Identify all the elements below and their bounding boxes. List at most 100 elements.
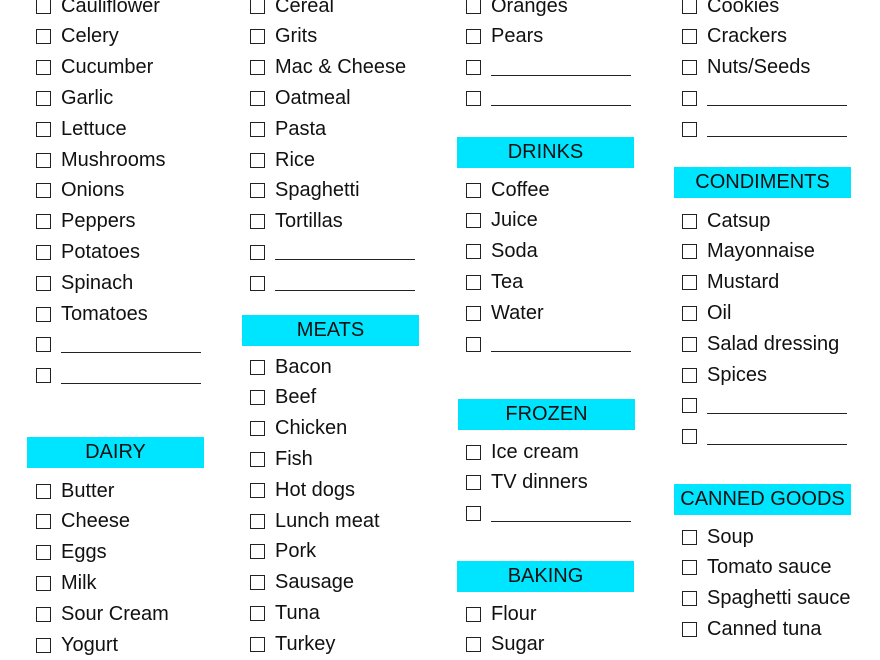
checklist-item: Oatmeal	[250, 83, 351, 113]
checkbox[interactable]	[466, 60, 481, 76]
checkbox[interactable]	[466, 444, 481, 460]
checkbox[interactable]	[682, 560, 697, 576]
item-label: Mayonnaise	[707, 240, 815, 263]
checkbox[interactable]	[36, 0, 51, 14]
checkbox[interactable]	[36, 637, 51, 653]
checkbox[interactable]	[36, 214, 51, 230]
checkbox[interactable]	[250, 90, 265, 106]
checkbox[interactable]	[250, 60, 265, 76]
checkbox[interactable]	[250, 121, 265, 137]
blank-line	[491, 74, 631, 76]
item-label: Cheese	[61, 510, 130, 533]
checkbox[interactable]	[466, 637, 481, 653]
checkbox[interactable]	[250, 29, 265, 45]
checkbox[interactable]	[466, 29, 481, 45]
checkbox[interactable]	[466, 606, 481, 622]
item-label: Potatoes	[61, 240, 140, 263]
checklist-item: Hot dogs	[250, 475, 355, 505]
section-header: FROZEN	[458, 399, 635, 430]
checkbox[interactable]	[682, 621, 697, 637]
checkbox[interactable]	[466, 244, 481, 260]
blank-line	[491, 104, 631, 107]
checkbox[interactable]	[466, 475, 481, 491]
checkbox[interactable]	[682, 60, 697, 76]
checkbox[interactable]	[682, 29, 697, 45]
checkbox[interactable]	[250, 275, 265, 291]
checkbox[interactable]	[250, 183, 265, 199]
checkbox[interactable]	[682, 336, 697, 352]
checkbox[interactable]	[682, 0, 697, 14]
checkbox[interactable]	[250, 244, 265, 260]
item-label: Cucumber	[61, 56, 154, 79]
section-header: MEATS	[242, 315, 419, 346]
checkbox[interactable]	[36, 275, 51, 291]
checklist-item: Turkey	[250, 629, 335, 659]
checklist-item: Lunch meat	[250, 506, 380, 536]
checkbox[interactable]	[682, 591, 697, 607]
checkbox[interactable]	[682, 213, 697, 229]
checkbox[interactable]	[250, 390, 265, 406]
checkbox[interactable]	[36, 368, 51, 384]
checkbox[interactable]	[466, 213, 481, 229]
checklist-item: Cereal	[250, 0, 334, 21]
checkbox[interactable]	[466, 336, 481, 352]
checkbox[interactable]	[36, 514, 51, 530]
checkbox[interactable]	[250, 605, 265, 621]
checkbox[interactable]	[36, 306, 51, 322]
checkbox[interactable]	[36, 29, 51, 45]
checkbox[interactable]	[466, 274, 481, 290]
checkbox[interactable]	[682, 305, 697, 321]
checkbox[interactable]	[36, 152, 51, 168]
checkbox[interactable]	[682, 429, 697, 445]
checkbox[interactable]	[466, 182, 481, 198]
checklist-item: Juice	[466, 206, 538, 236]
checkbox[interactable]	[36, 545, 51, 561]
checkbox[interactable]	[250, 214, 265, 230]
checklist-item: Cauliflower	[36, 0, 160, 21]
checkbox[interactable]	[682, 529, 697, 545]
checkbox[interactable]	[250, 575, 265, 591]
item-label: Fish	[275, 447, 313, 470]
checkbox[interactable]	[466, 506, 481, 522]
checkbox[interactable]	[36, 337, 51, 353]
checklist-item: Cheese	[36, 507, 130, 537]
checkbox[interactable]	[36, 60, 51, 76]
item-label: Butter	[61, 479, 115, 502]
checkbox[interactable]	[682, 398, 697, 414]
checkbox[interactable]	[250, 482, 265, 498]
item-label: Coffee	[491, 178, 550, 201]
checkbox[interactable]	[250, 513, 265, 529]
checkbox[interactable]	[36, 244, 51, 260]
checkbox[interactable]	[250, 544, 265, 560]
checkbox[interactable]	[682, 90, 697, 106]
checkbox[interactable]	[682, 367, 697, 383]
checklist-item: Nuts/Seeds	[682, 53, 810, 83]
checklist-item: Crackers	[682, 22, 787, 52]
checkbox[interactable]	[250, 451, 265, 467]
checkbox[interactable]	[466, 305, 481, 321]
checkbox[interactable]	[36, 183, 51, 199]
checkbox[interactable]	[250, 421, 265, 437]
section-header: DAIRY	[27, 437, 204, 468]
checkbox[interactable]	[36, 90, 51, 106]
checkbox[interactable]	[250, 636, 265, 652]
checkbox[interactable]	[466, 90, 481, 106]
checklist-item: Chicken	[250, 414, 347, 444]
checkbox[interactable]	[466, 0, 481, 14]
checkbox[interactable]	[36, 483, 51, 499]
checkbox[interactable]	[36, 575, 51, 591]
checkbox[interactable]	[250, 152, 265, 168]
checkbox[interactable]	[682, 275, 697, 291]
item-label: Salad dressing	[707, 332, 840, 355]
item-label: Hot dogs	[275, 478, 356, 501]
checkbox[interactable]	[36, 606, 51, 622]
blank-line	[61, 382, 201, 384]
checklist-item: Cucumber	[36, 53, 153, 83]
checkbox[interactable]	[682, 244, 697, 260]
checkbox[interactable]	[682, 121, 697, 137]
checkbox[interactable]	[250, 0, 265, 14]
item-label: Mustard	[707, 271, 780, 294]
item-label: Oatmeal	[275, 86, 351, 109]
checkbox[interactable]	[36, 121, 51, 137]
checkbox[interactable]	[250, 359, 265, 375]
